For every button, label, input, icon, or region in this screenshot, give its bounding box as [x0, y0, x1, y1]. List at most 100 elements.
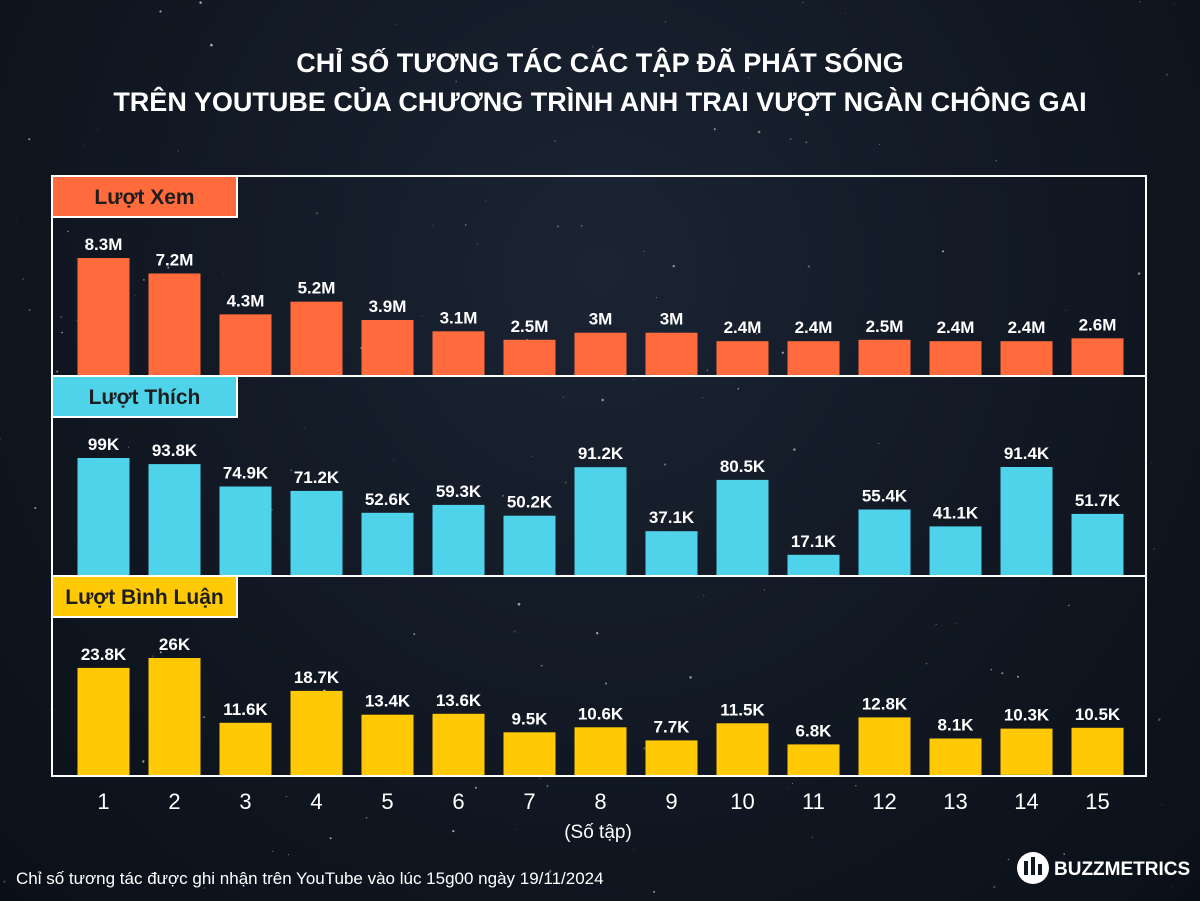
star-dot — [713, 128, 716, 131]
star-dot — [159, 651, 162, 654]
value-label-likes-ep9: 37.1K — [649, 508, 695, 527]
value-label-views-ep10: 2.4M — [724, 318, 762, 337]
x-tick-label-9: 9 — [665, 789, 677, 814]
bar-comments-ep7 — [503, 732, 556, 776]
value-label-likes-ep2: 93.8K — [152, 441, 198, 460]
panel-views: 8.3M 7.2M 4.3M 5.2M 3.9M 3.1M 2.5M 3M 3M 2.4M 2.4M… — [51, 175, 1147, 377]
x-tick-label-13: 13 — [943, 789, 967, 814]
bar-comments-ep9 — [645, 740, 698, 775]
star-dot — [592, 46, 594, 48]
star-dot — [531, 455, 533, 457]
star-dot — [1151, 463, 1152, 464]
star-dot — [757, 130, 761, 134]
chart-title-line-2: TRÊN YOUTUBE CỦA CHƯƠNG TRÌNH ANH TRAI V… — [113, 85, 1086, 117]
star-dot — [396, 24, 398, 26]
value-label-comments-ep1: 23.8K — [81, 645, 127, 664]
star-dot — [702, 594, 705, 597]
star-dot — [702, 397, 704, 398]
star-dot — [663, 463, 667, 466]
bar-comments-ep1 — [77, 667, 130, 775]
star-dot — [878, 143, 880, 145]
star-dot — [811, 836, 813, 838]
x-tick-label-2: 2 — [168, 789, 180, 814]
bar-comments-ep12 — [858, 717, 911, 775]
value-label-comments-ep6: 13.6K — [436, 691, 482, 710]
star-dot — [127, 446, 130, 449]
star-dot — [406, 93, 409, 96]
star-dot — [513, 630, 516, 633]
star-dot — [788, 68, 790, 70]
star-dot — [1153, 548, 1155, 550]
x-tick-label-14: 14 — [1014, 789, 1038, 814]
star-dot — [319, 861, 321, 863]
bar-views-ep6 — [432, 331, 485, 375]
star-dot — [28, 309, 31, 311]
star-dot — [802, 2, 804, 4]
bar-views-ep4 — [290, 301, 343, 375]
star-dot — [413, 633, 416, 636]
value-label-views-ep12: 2.5M — [866, 317, 904, 336]
star-dot — [202, 33, 203, 35]
star-dot — [465, 224, 467, 226]
value-label-views-ep3: 4.3M — [227, 291, 265, 310]
star-dot — [0, 438, 1, 440]
series-label-likes: Lượt Thích — [89, 386, 201, 409]
star-dot — [706, 369, 708, 371]
star-dot — [28, 138, 31, 141]
bar-views-ep15 — [1071, 338, 1124, 375]
brand-logo-icon — [1017, 852, 1049, 884]
x-tick-label-7: 7 — [523, 789, 535, 814]
bar-likes-ep14 — [1000, 467, 1053, 575]
star-dot — [672, 265, 675, 268]
star-dot — [789, 137, 792, 140]
bar-likes-ep5 — [361, 512, 414, 575]
star-dot — [1068, 604, 1070, 607]
star-dot — [546, 497, 549, 500]
star-dot — [421, 315, 423, 316]
star-dot — [514, 829, 516, 830]
bar-likes-ep3 — [219, 486, 272, 575]
star-dot — [941, 250, 945, 253]
value-label-comments-ep15: 10.5K — [1075, 705, 1121, 724]
x-tick-label-10: 10 — [730, 789, 754, 814]
star-dot — [203, 887, 206, 889]
star-dot — [474, 786, 477, 789]
panel-frame-comments — [51, 575, 1147, 777]
star-dot — [748, 77, 750, 79]
star-dot — [76, 319, 78, 322]
star-dot — [784, 6, 786, 8]
value-label-views-ep6: 3.1M — [440, 308, 478, 327]
bar-comments-ep15 — [1071, 727, 1124, 776]
bar-views-ep2 — [148, 273, 201, 375]
star-dot — [502, 494, 505, 497]
star-dot — [737, 387, 740, 390]
star-dot — [667, 510, 669, 512]
star-dot — [476, 243, 479, 246]
star-dot — [272, 850, 274, 852]
series-label-comments: Lượt Bình Luận — [65, 586, 223, 609]
bar-likes-ep9 — [645, 531, 698, 575]
star-dot — [142, 760, 145, 763]
bar-views-ep1 — [77, 258, 130, 375]
value-label-comments-ep2: 26K — [159, 635, 191, 654]
value-label-comments-ep11: 6.8K — [796, 721, 833, 740]
value-label-comments-ep13: 8.1K — [938, 716, 975, 735]
star-dot — [1007, 858, 1010, 861]
star-dot — [653, 890, 656, 893]
bar-views-ep3 — [219, 314, 272, 375]
star-dot — [501, 102, 504, 105]
star-dot — [601, 398, 604, 402]
star-dot — [548, 870, 552, 873]
star-dot — [605, 682, 608, 685]
value-label-views-ep8: 3M — [589, 310, 613, 329]
bar-views-ep11 — [787, 341, 840, 375]
x-tick-label-8: 8 — [594, 789, 606, 814]
star-dot — [1174, 4, 1176, 6]
star-dot — [763, 589, 765, 591]
value-label-likes-ep11: 17.1K — [791, 532, 837, 551]
bar-comments-ep5 — [361, 714, 414, 775]
panels-group: 8.3M 7.2M 4.3M 5.2M 3.9M 3.1M 2.5M 3M 3M 2.4M 2.4M… — [51, 175, 1147, 777]
star-dot — [689, 676, 692, 679]
star-dot — [925, 662, 928, 665]
star-dot — [993, 885, 996, 889]
